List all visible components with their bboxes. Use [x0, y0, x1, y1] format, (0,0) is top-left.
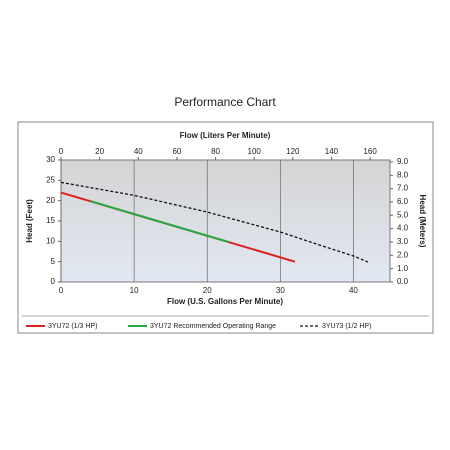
x-tick-label: 10 [130, 286, 139, 295]
x-tick-label: 30 [276, 286, 285, 295]
legend-label: 3YU72 Recommended Operating Range [150, 323, 276, 330]
y2-tick-label: 9.0 [397, 157, 409, 166]
y-tick-label: 20 [46, 196, 55, 205]
y2-axis-title: Head (Meters) [418, 195, 427, 248]
y2-tick-label: 1.0 [397, 264, 409, 273]
y-axis-title: Head (Feet) [25, 199, 34, 243]
y2-tick-label: 4.0 [397, 224, 409, 233]
x2-tick-label: 20 [95, 147, 104, 156]
y2-tick-label: 6.0 [397, 197, 409, 206]
plot-area [60, 159, 391, 283]
y-tick-label: 10 [46, 236, 55, 245]
y-tick-label: 0 [51, 277, 56, 286]
y-tick-label: 25 [46, 175, 55, 184]
x2-tick-label: 140 [325, 147, 339, 156]
legend-label: 3YU73 (1/2 HP) [322, 323, 371, 330]
y2-tick-label: 5.0 [397, 210, 409, 219]
x2-tick-label: 60 [172, 147, 181, 156]
x-tick-label: 40 [349, 286, 358, 295]
x2-axis-title: Flow (Liters Per Minute) [180, 131, 271, 140]
y2-tick-label: 3.0 [397, 237, 409, 246]
y-tick-label: 15 [46, 216, 55, 225]
y2-tick-label: 2.0 [397, 250, 409, 259]
legend-label: 3YU72 (1/3 HP) [48, 323, 97, 330]
x-tick-label: 20 [203, 286, 212, 295]
x-tick-label: 0 [59, 286, 64, 295]
chart-title: Performance Chart [174, 95, 276, 109]
series-line [60, 181, 369, 263]
x2-tick-label: 160 [363, 147, 377, 156]
y-tick-label: 30 [46, 155, 55, 164]
series-line [89, 200, 230, 244]
y2-tick-label: 8.0 [397, 170, 409, 179]
y2-tick-label: 7.0 [397, 184, 409, 193]
x2-tick-label: 80 [211, 147, 220, 156]
x2-tick-label: 0 [59, 147, 64, 156]
y-tick-label: 5 [51, 257, 56, 266]
y2-tick-label: 0.0 [397, 277, 409, 286]
x-axis-title: Flow (U.S. Gallons Per Minute) [167, 297, 283, 306]
x2-tick-label: 120 [286, 147, 300, 156]
x2-tick-label: 40 [134, 147, 143, 156]
x2-tick-label: 100 [248, 147, 262, 156]
